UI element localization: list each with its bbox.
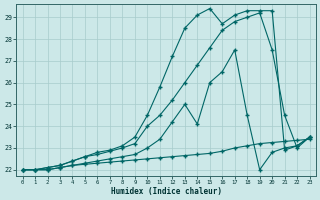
X-axis label: Humidex (Indice chaleur): Humidex (Indice chaleur) <box>111 187 221 196</box>
